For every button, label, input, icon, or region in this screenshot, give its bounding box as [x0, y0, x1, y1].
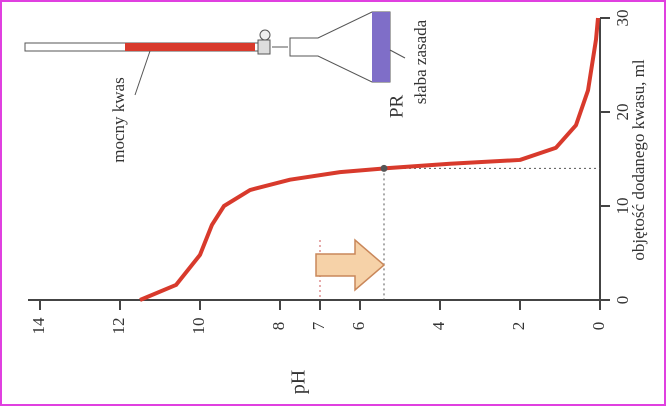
y-axis-label: pH: [288, 370, 310, 394]
ph-tick-label: 12: [109, 318, 128, 335]
ph-tick-label: 10: [189, 318, 208, 335]
ph-tick-label: 6: [349, 322, 368, 331]
stopcock: [257, 39, 271, 55]
ph-tick-label: 7: [309, 321, 328, 330]
acid-pointer: [134, 50, 151, 96]
equivalence-point: [380, 164, 388, 172]
apparatus: [24, 11, 406, 96]
equivalence-label: PR: [386, 94, 407, 118]
titration-curve: [139, 17, 600, 302]
volume-tick-label: 0: [613, 296, 632, 305]
base-pointer: [389, 49, 406, 59]
base-fill: [372, 12, 390, 82]
acid-fill: [125, 43, 255, 51]
ph-tick-label: 4: [429, 321, 448, 330]
ph-tick-label: 2: [509, 322, 528, 331]
arrow: [315, 238, 386, 292]
ph-tick-label: 0: [589, 322, 608, 331]
volume-tick-label: 10: [613, 198, 632, 215]
ph-tick-label: 8: [269, 322, 288, 331]
volume-tick-label: 20: [613, 104, 632, 121]
stopcock-knob: [259, 29, 271, 41]
acid-label: mocny kwas: [109, 77, 128, 162]
ph-tick-label: 14: [29, 317, 48, 335]
x-axis-label: objętość dodanego kwasu, ml: [629, 59, 648, 260]
base-label: słaba zasada: [411, 19, 430, 104]
volume-tick-label: 30: [613, 10, 632, 27]
